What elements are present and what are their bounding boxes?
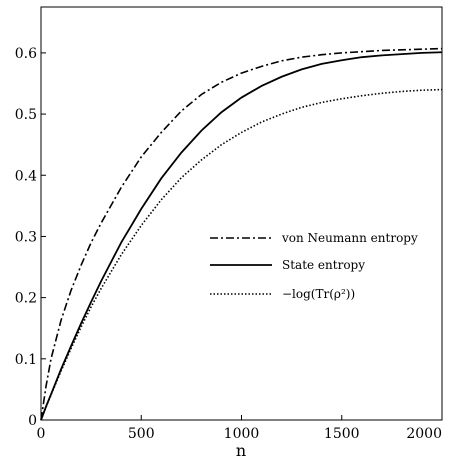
legend-label-2: −log(Tr(ρ²)) bbox=[282, 287, 355, 301]
x-axis-title: n bbox=[236, 441, 246, 460]
y-tick-label: 0.6 bbox=[15, 46, 37, 62]
y-tick-label: 0.5 bbox=[15, 107, 37, 123]
y-tick-label: 0.1 bbox=[15, 352, 37, 368]
legend-label-0: von Neumann entropy bbox=[281, 231, 418, 245]
y-tick-label: 0 bbox=[28, 413, 37, 429]
y-tick-label: 0.3 bbox=[15, 229, 37, 245]
series-line-0 bbox=[40, 47, 443, 421]
legend-label-1: State entropy bbox=[282, 258, 365, 272]
x-tick-label: 500 bbox=[128, 426, 155, 442]
x-tick-label: 1500 bbox=[324, 426, 360, 442]
plot-area-frame bbox=[40, 6, 443, 421]
x-axis: 0 500 1000 1500 2000 bbox=[37, 415, 443, 442]
y-tick-label: 0.4 bbox=[15, 168, 37, 184]
x-tick-label: 0 bbox=[37, 426, 46, 442]
series-lines bbox=[40, 47, 443, 421]
x-tick-label: 2000 bbox=[406, 426, 442, 442]
x-tick-label: 1000 bbox=[224, 426, 260, 442]
y-axis: 0 0.1 0.2 0.3 0.4 0.5 0.6 bbox=[15, 46, 46, 429]
y-tick-label: 0.2 bbox=[15, 291, 37, 307]
series-line-1 bbox=[40, 51, 443, 421]
series-line-2 bbox=[40, 88, 443, 421]
legend: von Neumann entropy State entropy −log(Tr(… bbox=[210, 231, 418, 301]
